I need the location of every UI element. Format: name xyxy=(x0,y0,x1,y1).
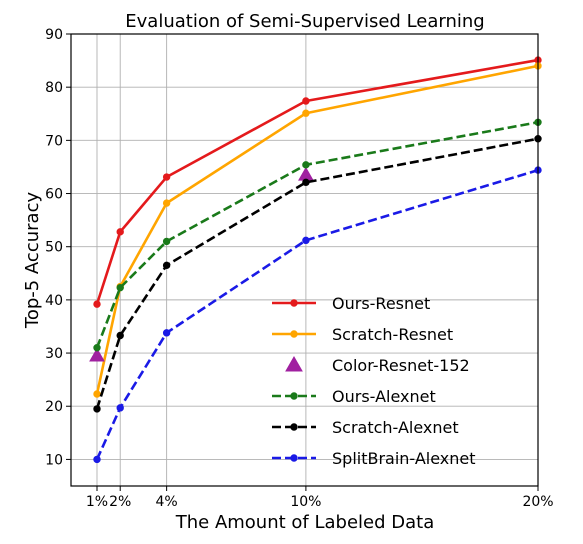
legend-label-3: Ours-Alexnet xyxy=(332,387,436,406)
legend-marker-5 xyxy=(290,454,298,462)
series-4-point-0 xyxy=(93,405,101,413)
legend-label-5: SplitBrain-Alexnet xyxy=(332,449,476,468)
legend-marker-3 xyxy=(290,392,298,400)
series-3-point-2 xyxy=(162,237,171,246)
legend: Ours-Resnet Scratch-Resnet Color-Resnet-15… xyxy=(272,294,476,468)
series-4-point-1 xyxy=(116,331,124,340)
legend-label-0: Ours-Resnet xyxy=(332,294,430,313)
legend-marker-4 xyxy=(290,423,298,431)
y-tick-label-1: 20 xyxy=(45,399,63,415)
y-tick-label-0: 10 xyxy=(45,452,63,468)
series-1-point-3 xyxy=(302,109,310,117)
y-tick-label-2: 30 xyxy=(45,346,63,362)
x-axis-label: The Amount of Labeled Data xyxy=(175,512,435,533)
y-tick-label-4: 50 xyxy=(45,240,63,256)
series-5 xyxy=(93,166,542,464)
series-5-point-3 xyxy=(302,236,310,245)
series-0-point-2 xyxy=(162,173,171,181)
y-tick-label-6: 70 xyxy=(45,133,63,149)
series-0-point-0 xyxy=(93,300,101,308)
y-tick-label-5: 60 xyxy=(45,187,63,203)
x-tick-label-2: 4% xyxy=(156,494,178,510)
chart-title: Evaluation of Semi-Supervised Learning xyxy=(125,11,484,32)
series-1-point-2 xyxy=(162,199,171,207)
y-axis-label: Top-5 Accuracy xyxy=(22,192,43,330)
series-5-point-2 xyxy=(162,329,171,337)
x-tick-label-3: 10% xyxy=(290,494,321,510)
ticks: 1% 2% 4% 10% 20% 10 20 30 40 50 60 70 80 90 xyxy=(45,27,553,510)
plot-frame xyxy=(70,33,539,487)
series-2-point-0 xyxy=(89,347,105,362)
y-tick-label-7: 80 xyxy=(45,80,63,96)
x-tick-label-0: 1% xyxy=(86,494,108,510)
legend-marker-2 xyxy=(285,355,303,372)
y-tick-label-3: 40 xyxy=(45,293,63,309)
legend-label-1: Scratch-Resnet xyxy=(332,325,453,344)
legend-marker-0 xyxy=(290,299,298,307)
series-0-point-3 xyxy=(302,97,310,105)
series-5-point-0 xyxy=(93,455,101,464)
series-3-point-3 xyxy=(302,161,310,169)
series-3-point-0 xyxy=(93,344,101,352)
x-tick-label-1: 2% xyxy=(109,494,131,510)
x-tick-label-4: 20% xyxy=(522,494,553,510)
series-4-point-3 xyxy=(302,178,310,187)
legend-label-2: Color-Resnet-152 xyxy=(332,356,470,375)
series-1-point-0 xyxy=(93,390,101,398)
y-tick-label-8: 90 xyxy=(45,27,63,43)
series-4-point-2 xyxy=(162,261,171,270)
series-layer xyxy=(89,56,542,464)
legend-label-4: Scratch-Alexnet xyxy=(332,418,459,437)
series-line-3 xyxy=(95,120,539,349)
series-5-point-1 xyxy=(116,404,124,412)
series-0-point-1 xyxy=(116,228,124,236)
legend-marker-1 xyxy=(290,330,298,338)
series-3-point-1 xyxy=(116,283,124,292)
